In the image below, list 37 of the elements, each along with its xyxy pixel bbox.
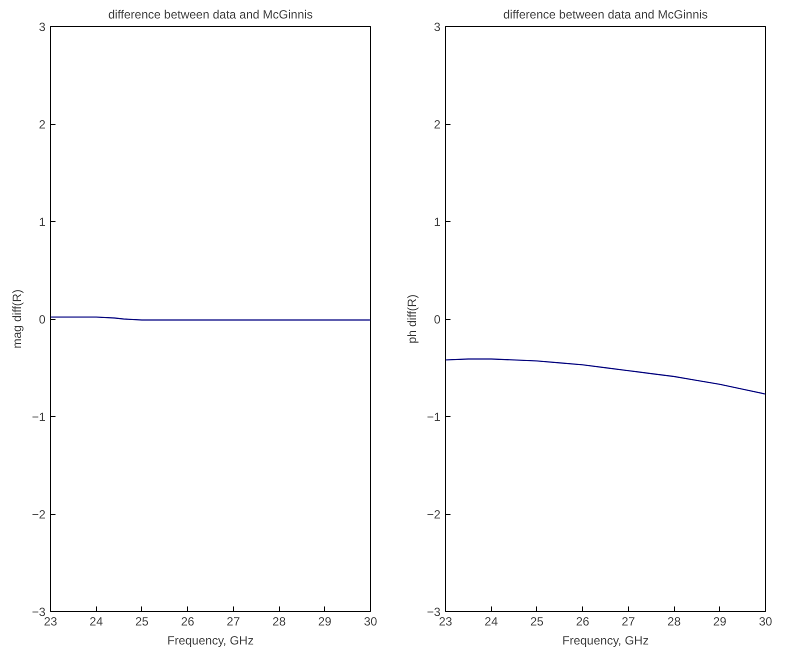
y-tick-label: −1	[426, 410, 441, 424]
x-tick-label: 29	[318, 614, 332, 628]
x-tick-label: 28	[667, 614, 682, 628]
y-tick-label: −3	[32, 605, 46, 619]
y-tick-label: −1	[32, 410, 46, 424]
x-tick-label: 25	[530, 614, 544, 628]
y-tick-label: 3	[434, 20, 441, 34]
y-axis-title: ph diff(R)	[404, 294, 419, 344]
x-tick-label: 27	[622, 614, 636, 628]
y-tick-label: 1	[38, 215, 46, 229]
x-axis-title: Frequency, GHz	[562, 634, 649, 648]
x-tick-label: 28	[272, 614, 286, 628]
y-tick-label: 2	[38, 118, 46, 132]
line-series	[446, 358, 766, 395]
x-tick-label: 27	[226, 614, 240, 628]
y-tick-label: 3	[38, 20, 46, 34]
x-tick-label: 23	[44, 614, 58, 628]
y-tick-label: −2	[32, 508, 46, 522]
y-tick-label: 0	[434, 312, 441, 326]
x-tick-label: 24	[484, 614, 498, 628]
x-tick-label: 25	[135, 614, 149, 628]
y-tick-label: 1	[434, 215, 441, 229]
y-tick-label: −3	[426, 605, 441, 619]
chart-title: difference between data and McGinnis	[503, 8, 708, 22]
x-tick-label: 26	[576, 614, 590, 628]
x-tick-label: 23	[438, 614, 452, 628]
y-tick-label: −2	[426, 508, 441, 522]
x-tick-label: 24	[90, 614, 104, 628]
x-tick-label: 29	[713, 614, 727, 628]
x-tick-label: 26	[180, 614, 195, 628]
y-tick-label: 2	[434, 118, 441, 132]
y-tick-label: 0	[38, 312, 46, 326]
x-axis-title: Frequency, GHz	[167, 634, 254, 648]
x-tick-label: 30	[758, 614, 772, 628]
x-tick-label: 30	[364, 614, 378, 628]
y-axis-title: mag diff(R)	[10, 289, 24, 349]
chart-title: difference between data and McGinnis	[108, 8, 313, 22]
